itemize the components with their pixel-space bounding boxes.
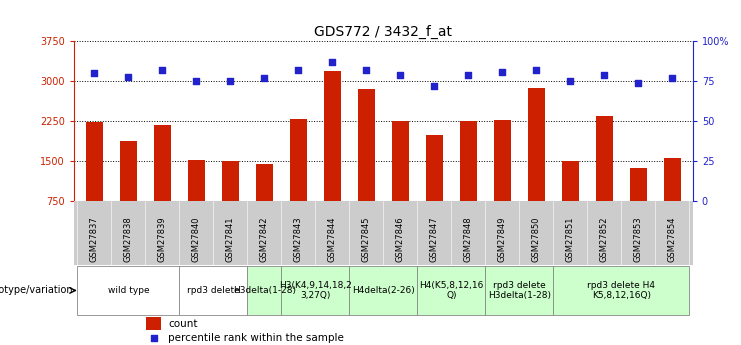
- Bar: [426, 135, 443, 201]
- Text: GSM27853: GSM27853: [634, 216, 643, 262]
- Point: [428, 83, 440, 89]
- Bar: [179, 266, 247, 315]
- Text: count: count: [168, 319, 197, 329]
- Text: percentile rank within the sample: percentile rank within the sample: [168, 333, 344, 343]
- Bar: [78, 266, 179, 315]
- Bar: [256, 164, 273, 201]
- Bar: [494, 120, 511, 201]
- Point: [156, 67, 168, 73]
- Bar: [324, 71, 341, 201]
- Bar: [554, 266, 689, 315]
- Text: H4(K5,8,12,16
Q): H4(K5,8,12,16 Q): [419, 281, 484, 300]
- Point: [633, 80, 645, 86]
- Bar: [392, 121, 409, 201]
- Text: GSM27844: GSM27844: [328, 216, 337, 262]
- Bar: [417, 266, 485, 315]
- Bar: [282, 266, 350, 315]
- Bar: [154, 125, 171, 201]
- Bar: [460, 121, 477, 201]
- Bar: [630, 168, 647, 201]
- Text: rpd3 delete: rpd3 delete: [187, 286, 240, 295]
- Bar: [350, 266, 417, 315]
- Text: GSM27845: GSM27845: [362, 216, 371, 262]
- Bar: [188, 159, 205, 201]
- Bar: [485, 266, 554, 315]
- Text: H3delta(1-28): H3delta(1-28): [233, 286, 296, 295]
- Point: [599, 72, 611, 78]
- Text: GSM27837: GSM27837: [90, 216, 99, 262]
- Text: GSM27843: GSM27843: [294, 216, 303, 262]
- Text: GSM27847: GSM27847: [430, 216, 439, 262]
- Bar: [146, 317, 161, 330]
- Bar: [86, 122, 103, 201]
- Point: [327, 59, 339, 65]
- Point: [89, 71, 101, 76]
- Text: GSM27839: GSM27839: [158, 216, 167, 262]
- Bar: [664, 158, 681, 201]
- Bar: [120, 141, 137, 201]
- Text: GSM27846: GSM27846: [396, 216, 405, 262]
- Text: rpd3 delete
H3delta(1-28): rpd3 delete H3delta(1-28): [488, 281, 551, 300]
- Point: [225, 79, 236, 84]
- Text: genotype/variation: genotype/variation: [0, 285, 73, 295]
- Point: [147, 335, 159, 341]
- Bar: [596, 116, 613, 201]
- Point: [531, 67, 542, 73]
- Bar: [290, 119, 307, 201]
- Title: GDS772 / 3432_f_at: GDS772 / 3432_f_at: [314, 25, 453, 39]
- Point: [462, 72, 474, 78]
- Text: rpd3 delete H4
K5,8,12,16Q): rpd3 delete H4 K5,8,12,16Q): [588, 281, 656, 300]
- Text: GSM27849: GSM27849: [498, 216, 507, 262]
- Text: GSM27840: GSM27840: [192, 216, 201, 262]
- Bar: [247, 266, 282, 315]
- Text: GSM27851: GSM27851: [566, 216, 575, 262]
- Point: [666, 75, 678, 81]
- Text: wild type: wild type: [107, 286, 149, 295]
- Point: [565, 79, 576, 84]
- Point: [394, 72, 406, 78]
- Text: H4delta(2-26): H4delta(2-26): [352, 286, 415, 295]
- Text: GSM27838: GSM27838: [124, 216, 133, 262]
- Text: H3(K4,9,14,18,2
3,27Q): H3(K4,9,14,18,2 3,27Q): [279, 281, 352, 300]
- Text: GSM27842: GSM27842: [260, 216, 269, 262]
- Text: GSM27850: GSM27850: [532, 216, 541, 262]
- Point: [259, 75, 270, 81]
- Point: [190, 79, 202, 84]
- Point: [293, 67, 305, 73]
- Point: [361, 67, 373, 73]
- Text: GSM27854: GSM27854: [668, 216, 677, 262]
- Bar: [528, 88, 545, 201]
- Point: [122, 74, 134, 79]
- Text: GSM27852: GSM27852: [600, 216, 609, 262]
- Bar: [562, 161, 579, 201]
- Bar: [358, 89, 375, 201]
- Point: [496, 69, 508, 75]
- Text: GSM27848: GSM27848: [464, 216, 473, 262]
- Text: GSM27841: GSM27841: [226, 216, 235, 262]
- Bar: [222, 161, 239, 201]
